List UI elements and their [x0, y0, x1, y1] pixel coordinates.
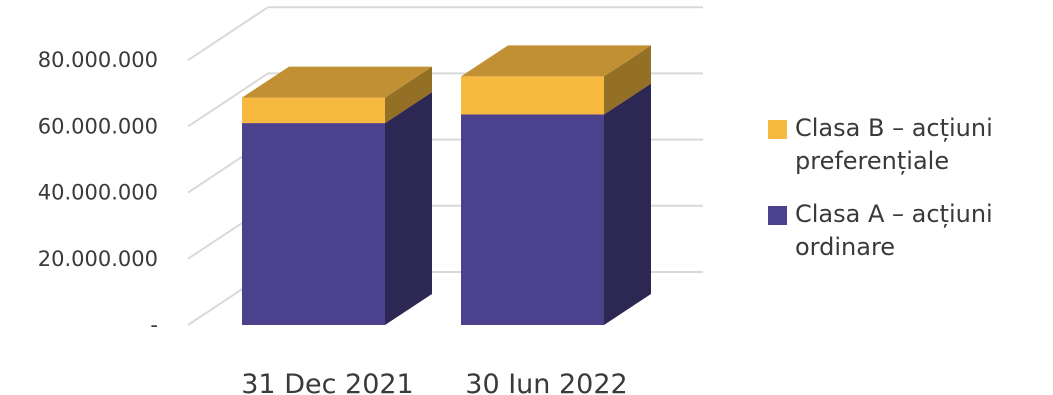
x-category-label: 30 Iun 2022 — [465, 369, 627, 395]
gridline — [187, 6, 703, 62]
x-category-label: 31 Dec 2021 — [241, 369, 413, 395]
bar-top — [461, 45, 651, 77]
bar-segment-clasa-a — [242, 92, 432, 325]
y-tick-label: 80.000.000 — [38, 48, 158, 72]
y-tick-label: - — [150, 313, 158, 337]
legend-label-clasa-b: Clasa B – acțiuni preferențiale — [795, 114, 993, 175]
legend-label-clasa-a: Clasa A – acțiuni ordinare — [795, 200, 993, 261]
bar-side — [604, 45, 651, 115]
y-tick-label: 20.000.000 — [38, 247, 158, 271]
bars — [242, 45, 651, 325]
bar-side — [385, 66, 432, 124]
y-axis-tick-labels: - 20.000.000 40.000.000 60.000.000 80.000.00… — [38, 48, 158, 337]
bar-front — [242, 97, 385, 124]
legend-swatch-clasa-a — [768, 206, 787, 225]
legend-item-clasa-a: Clasa A – acțiuni ordinare — [768, 198, 1053, 264]
bar-segment-clasa-b — [242, 66, 432, 124]
legend-item-clasa-b: Clasa B – acțiuni preferențiale — [768, 112, 1053, 178]
legend: Clasa B – acțiuni preferențiale Clasa A … — [768, 112, 1053, 284]
bar-top — [242, 66, 432, 98]
bar-side — [604, 83, 651, 325]
bar-front — [461, 76, 604, 115]
x-axis-category-labels: 31 Dec 2021 30 Iun 2022 — [241, 369, 627, 395]
bar-side — [385, 92, 432, 325]
y-tick-label: 60.000.000 — [38, 114, 158, 138]
bar-segment-clasa-a — [461, 83, 651, 325]
legend-swatch-clasa-b — [768, 120, 787, 139]
bar-front — [461, 114, 604, 325]
bar-segment-clasa-b — [461, 45, 651, 115]
y-tick-label: 40.000.000 — [38, 181, 158, 205]
bar-front — [242, 123, 385, 325]
